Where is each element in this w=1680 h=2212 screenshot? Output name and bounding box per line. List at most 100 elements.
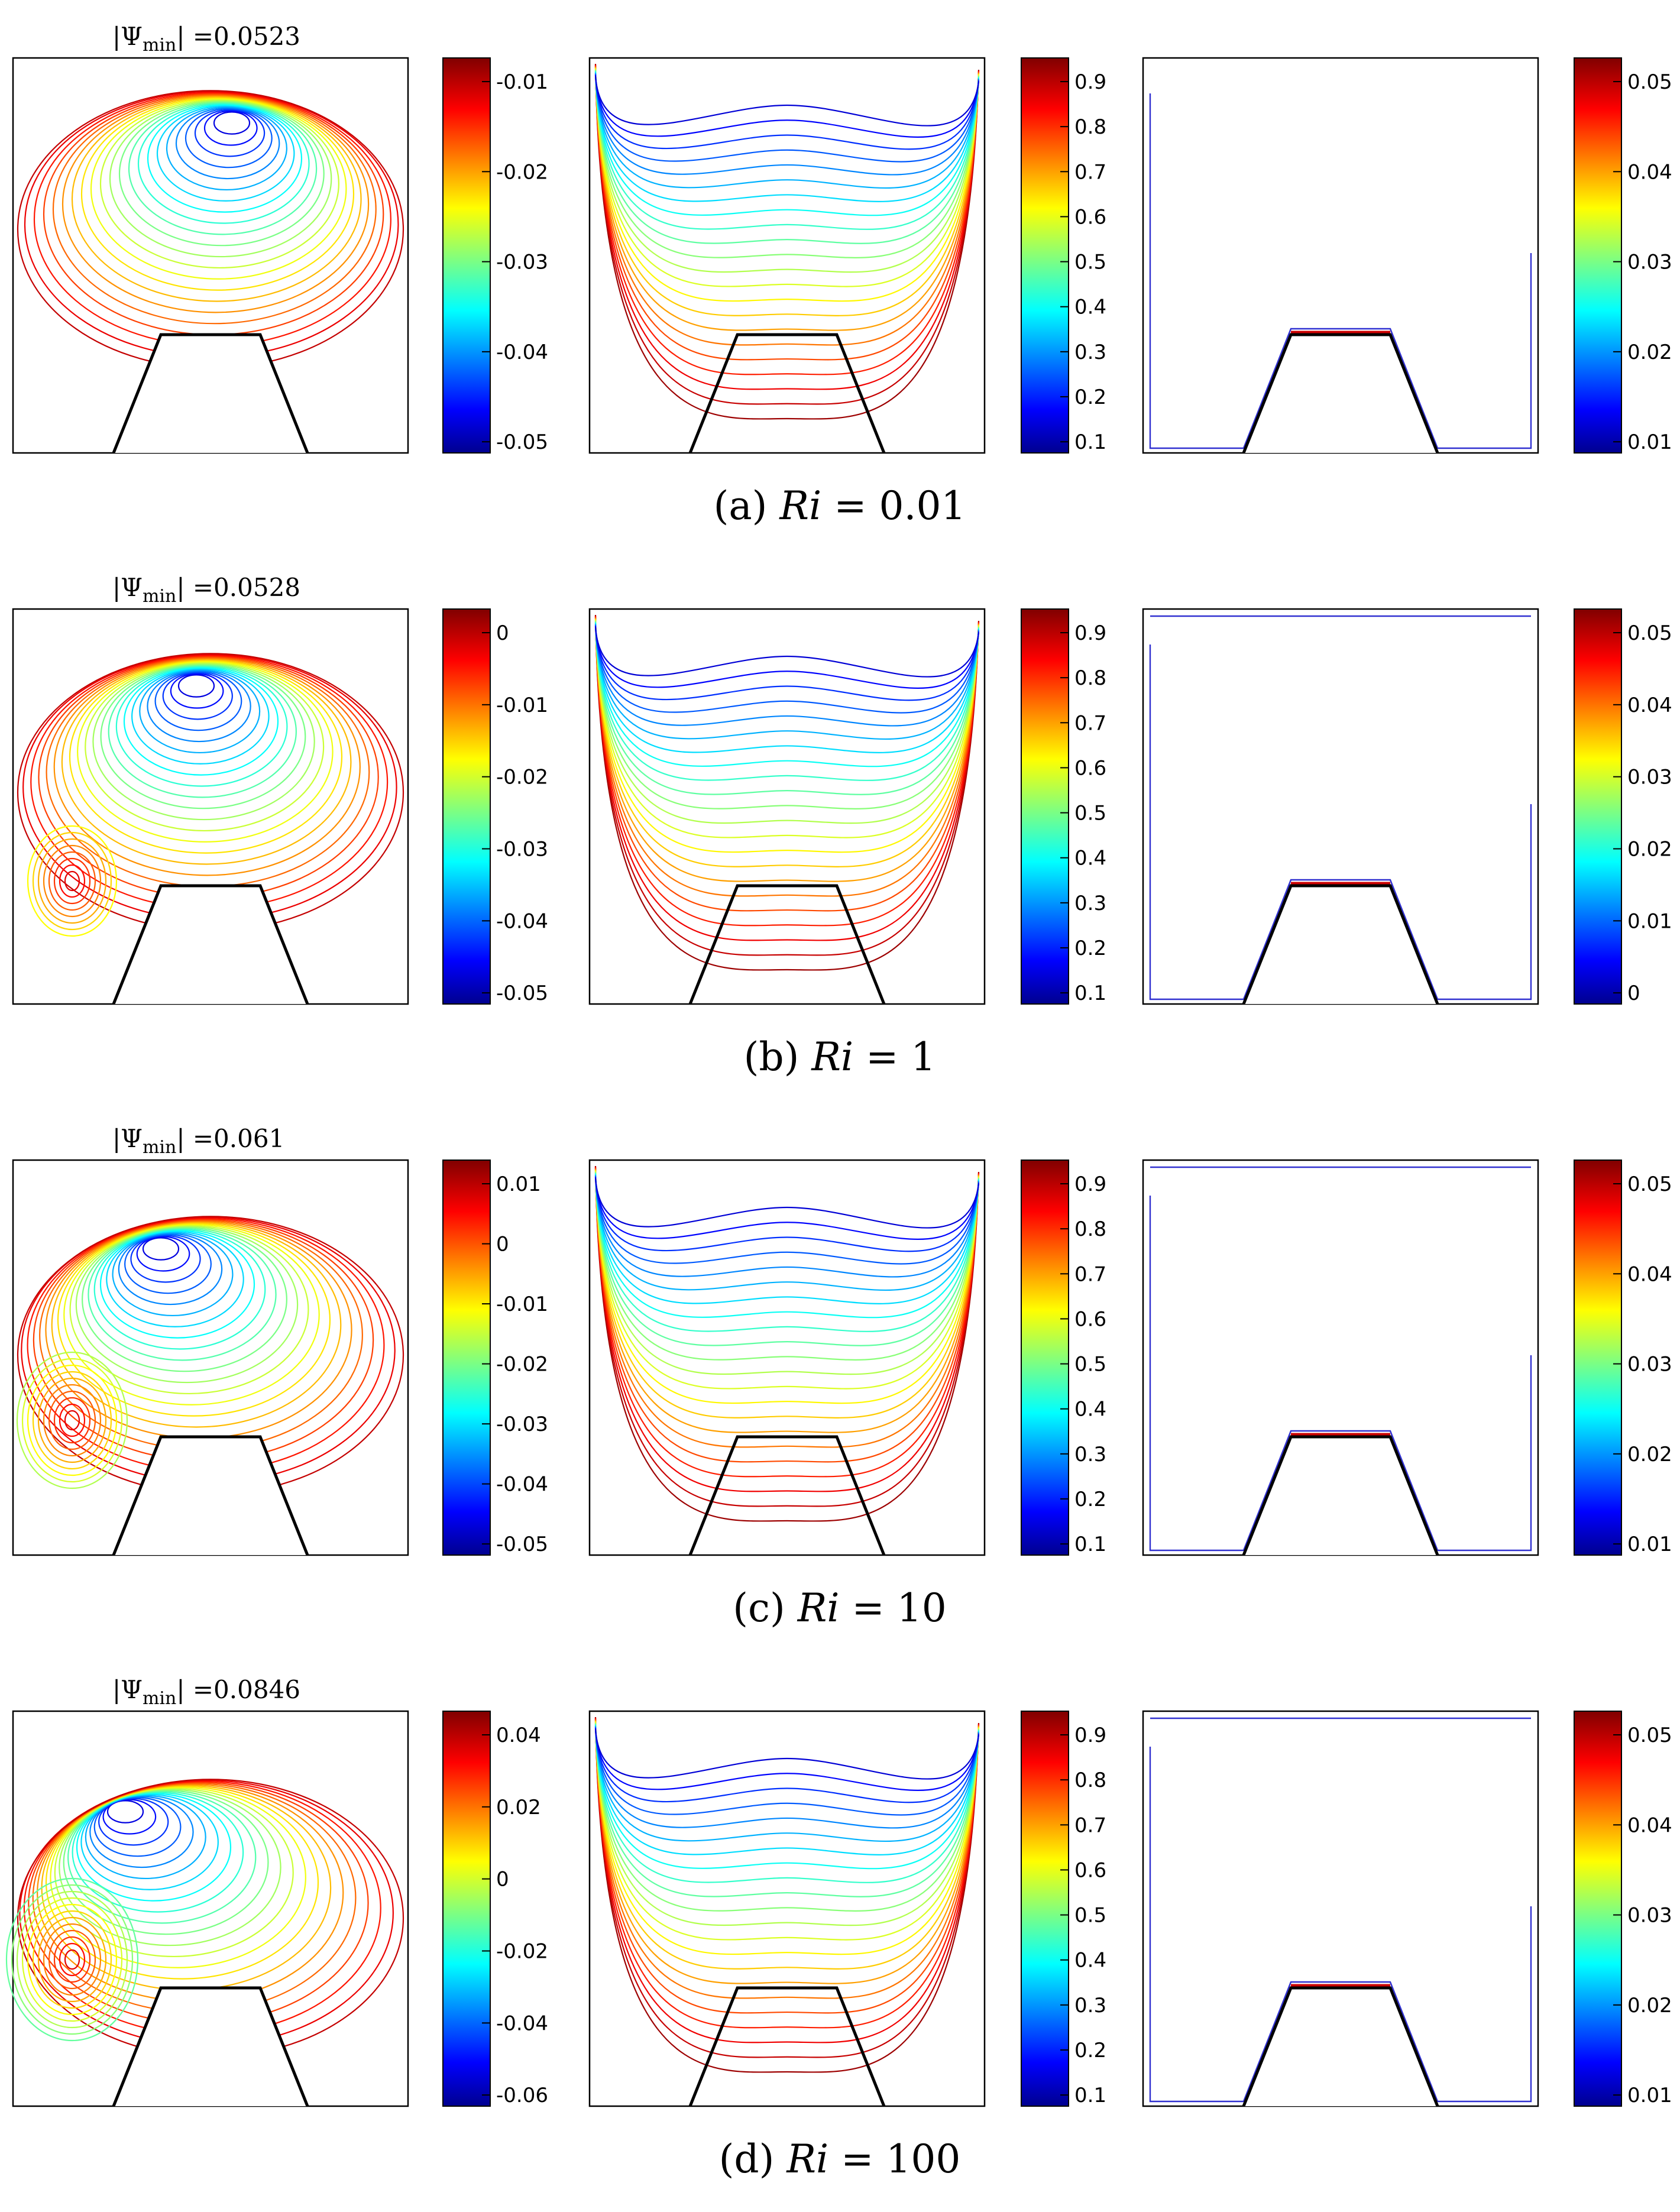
isotherm <box>594 626 980 689</box>
colorbar-tick-label: 0.4 <box>1074 296 1106 319</box>
streamline <box>124 1234 212 1294</box>
colorbar-tick-label: 0.05 <box>1627 70 1672 94</box>
caption-value: = 1 <box>866 1034 936 1080</box>
isotherm <box>594 67 980 331</box>
streamline <box>75 1226 299 1384</box>
caption-value: = 100 <box>841 2136 960 2182</box>
psi-label-value: | =0.061 <box>176 1124 284 1153</box>
colorbar-tick-label: 0.01 <box>1627 909 1672 933</box>
colorbar-tick-label: 0.1 <box>1074 430 1106 454</box>
isotherm <box>594 1718 980 2029</box>
isotherm <box>594 70 980 258</box>
streamline <box>203 110 258 146</box>
colorbar-1: 0.9 0.8 0.7 0.6 0.5 0.4 0.3 0.2 0.1 <box>1021 1160 1106 1556</box>
colorbar-tick-label: 0.2 <box>1074 386 1106 409</box>
figure-row-2: |Ψmin| =0.061 0.01 0 -0.01 -0.02 -0.03 -0.04 -0… <box>12 1124 1672 1631</box>
streamline <box>82 1227 287 1372</box>
streamline <box>115 666 288 787</box>
streamline <box>71 96 362 302</box>
isotherm <box>594 64 980 390</box>
streamline <box>162 672 233 720</box>
colorbar-tick-label: 0.8 <box>1074 666 1106 690</box>
trapezoid-obstacle <box>688 1986 886 2107</box>
colorbar-tick-label: -0.06 <box>496 2084 548 2107</box>
streamline <box>147 670 251 743</box>
isotherm <box>594 1173 980 1332</box>
isotherm <box>594 70 980 244</box>
concentration-contour <box>1149 1747 1532 2103</box>
isotherm <box>594 1174 980 1304</box>
colorbar-tick-label: -0.03 <box>496 837 548 861</box>
contour-panel-2 <box>1142 608 1539 1005</box>
isotherm <box>594 621 980 809</box>
caption-prefix: (b) <box>744 1034 812 1080</box>
concentration-contour <box>1149 1196 1532 1552</box>
isotherm <box>594 1177 980 1229</box>
colorbar-tick-label: 0.3 <box>1074 1994 1106 2017</box>
streamline <box>106 1800 144 1824</box>
streamline <box>93 1797 182 1857</box>
colorbar-gradient <box>1021 1160 1069 1556</box>
isotherm <box>594 1718 980 2043</box>
isotherm <box>594 1727 980 1829</box>
secondary-vortex-line <box>64 1410 80 1431</box>
trapezoid-obstacle <box>1242 333 1439 454</box>
colorbar-tick-label: -0.02 <box>496 1353 548 1377</box>
isotherm <box>594 73 980 176</box>
colorbar-tick-label: 0.6 <box>1074 205 1106 229</box>
isotherm <box>594 626 980 701</box>
caption-prefix: (d) <box>719 2136 787 2182</box>
streamline <box>175 107 280 180</box>
isotherm <box>594 624 980 740</box>
colorbar-0: 0 -0.01 -0.02 -0.03 -0.04 -0.05 <box>442 608 548 1005</box>
trapezoid-obstacle <box>688 1435 886 1556</box>
streamline <box>80 1793 219 1890</box>
colorbar-gradient <box>1574 1160 1622 1556</box>
isotherm <box>594 1176 980 1265</box>
colorbar-tick-label: 0.04 <box>1627 160 1672 184</box>
colorbar-tick-label: 0.7 <box>1074 160 1106 184</box>
isotherm <box>594 69 980 287</box>
streamline <box>69 660 343 854</box>
colorbar-tick-label: 0 <box>496 621 509 645</box>
streamline <box>50 1786 306 1968</box>
colorbar-gradient <box>1021 1711 1069 2107</box>
isotherm <box>594 73 980 189</box>
secondary-vortex-line <box>21 1897 123 2022</box>
trapezoid-obstacle <box>1242 1986 1439 2107</box>
isotherm <box>594 68 980 302</box>
streamline <box>100 664 306 809</box>
streamline <box>85 662 325 832</box>
colorbar-tick-label: 0.01 <box>1627 1533 1672 1556</box>
secondary-vortex-line <box>27 1364 118 1476</box>
contour-panel-1 <box>588 57 986 454</box>
colorbar-tick-label: 0.4 <box>1074 847 1106 870</box>
streamline <box>136 1236 190 1272</box>
colorbar-tick-label: 0.04 <box>1627 694 1672 717</box>
caption-variable: Ri <box>786 2136 841 2182</box>
streamline <box>76 1793 232 1902</box>
isotherm <box>594 66 980 346</box>
isotherm <box>594 1169 980 1433</box>
isotherm <box>594 1726 980 1842</box>
isotherm <box>594 1175 980 1291</box>
streamline <box>123 667 279 776</box>
colorbar-tick-label: -0.05 <box>496 982 548 1005</box>
colorbar-tick-label: 0.5 <box>1074 1353 1106 1377</box>
colorbar-tick-label: 0.04 <box>1627 1813 1672 1837</box>
isotherm <box>594 1174 980 1319</box>
colorbar-2: 0.05 0.04 0.03 0.02 0.01 <box>1574 57 1672 454</box>
isotherm <box>594 1175 980 1278</box>
streamline <box>90 98 347 280</box>
isotherm <box>594 614 980 971</box>
isotherm <box>594 1171 980 1390</box>
colorbar-tick-label: 0.02 <box>1627 1994 1672 2017</box>
colorbar-gradient <box>1574 57 1622 454</box>
secondary-vortex-line <box>37 1916 107 2003</box>
caption-variable: Ri <box>779 483 834 529</box>
isotherm <box>594 1717 980 2073</box>
contour-panel-1 <box>588 1159 986 1556</box>
contour-panel-0 <box>12 57 409 454</box>
contour-panel-2 <box>1142 57 1539 454</box>
